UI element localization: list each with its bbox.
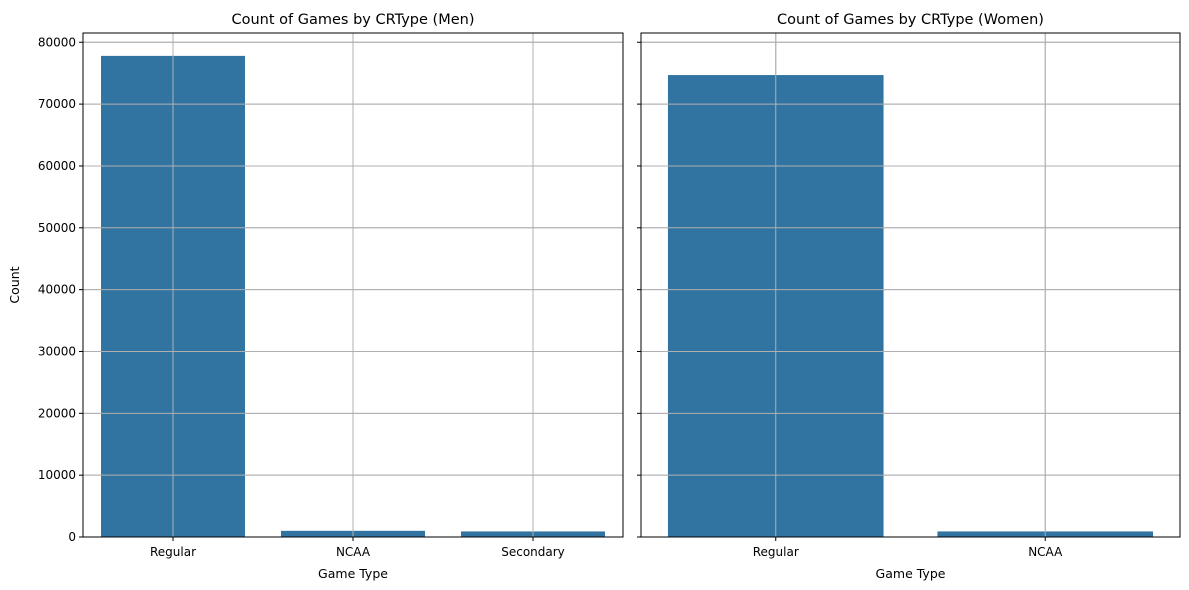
x-tick-label: Regular xyxy=(150,545,196,559)
chart-title: Count of Games by CRType (Men) xyxy=(232,12,475,28)
chart-panel-men: 0 10000 20000 30000 40000 50000 60000 70000 8000… xyxy=(7,12,624,581)
grid-overlay xyxy=(83,33,623,537)
y-tick-label: 0 xyxy=(68,530,76,544)
y-tick-label: 50000 xyxy=(38,221,76,235)
y-tick-label: 80000 xyxy=(38,35,76,49)
y-tick-label: 10000 xyxy=(38,468,76,482)
x-axis-label: Game Type xyxy=(318,566,388,581)
x-axis-ticks: Regular NCAA Secondary xyxy=(150,537,565,559)
x-axis-ticks: Regular NCAA xyxy=(753,537,1063,559)
y-axis-label: Count xyxy=(7,266,22,303)
y-tick-label: 30000 xyxy=(38,344,76,358)
y-axis-ticks xyxy=(637,41,641,538)
grid-overlay xyxy=(641,33,1180,537)
chart-title: Count of Games by CRType (Women) xyxy=(777,12,1044,28)
x-tick-label: Regular xyxy=(753,545,799,559)
y-tick-label: 70000 xyxy=(38,97,76,111)
x-tick-label: NCAA xyxy=(1028,545,1063,559)
x-axis-label: Game Type xyxy=(876,566,946,581)
x-tick-label: NCAA xyxy=(336,545,371,559)
y-tick-label: 40000 xyxy=(38,283,76,297)
y-tick-label: 60000 xyxy=(38,159,76,173)
y-axis-ticks: 0 10000 20000 30000 40000 50000 60000 70000 8000… xyxy=(38,35,83,544)
y-tick-label: 20000 xyxy=(38,406,76,420)
x-tick-label: Secondary xyxy=(501,545,565,559)
axes-frame xyxy=(640,32,1181,538)
chart-panel-women: Regular NCAA Count of Games by CRType (Wo… xyxy=(637,12,1181,581)
